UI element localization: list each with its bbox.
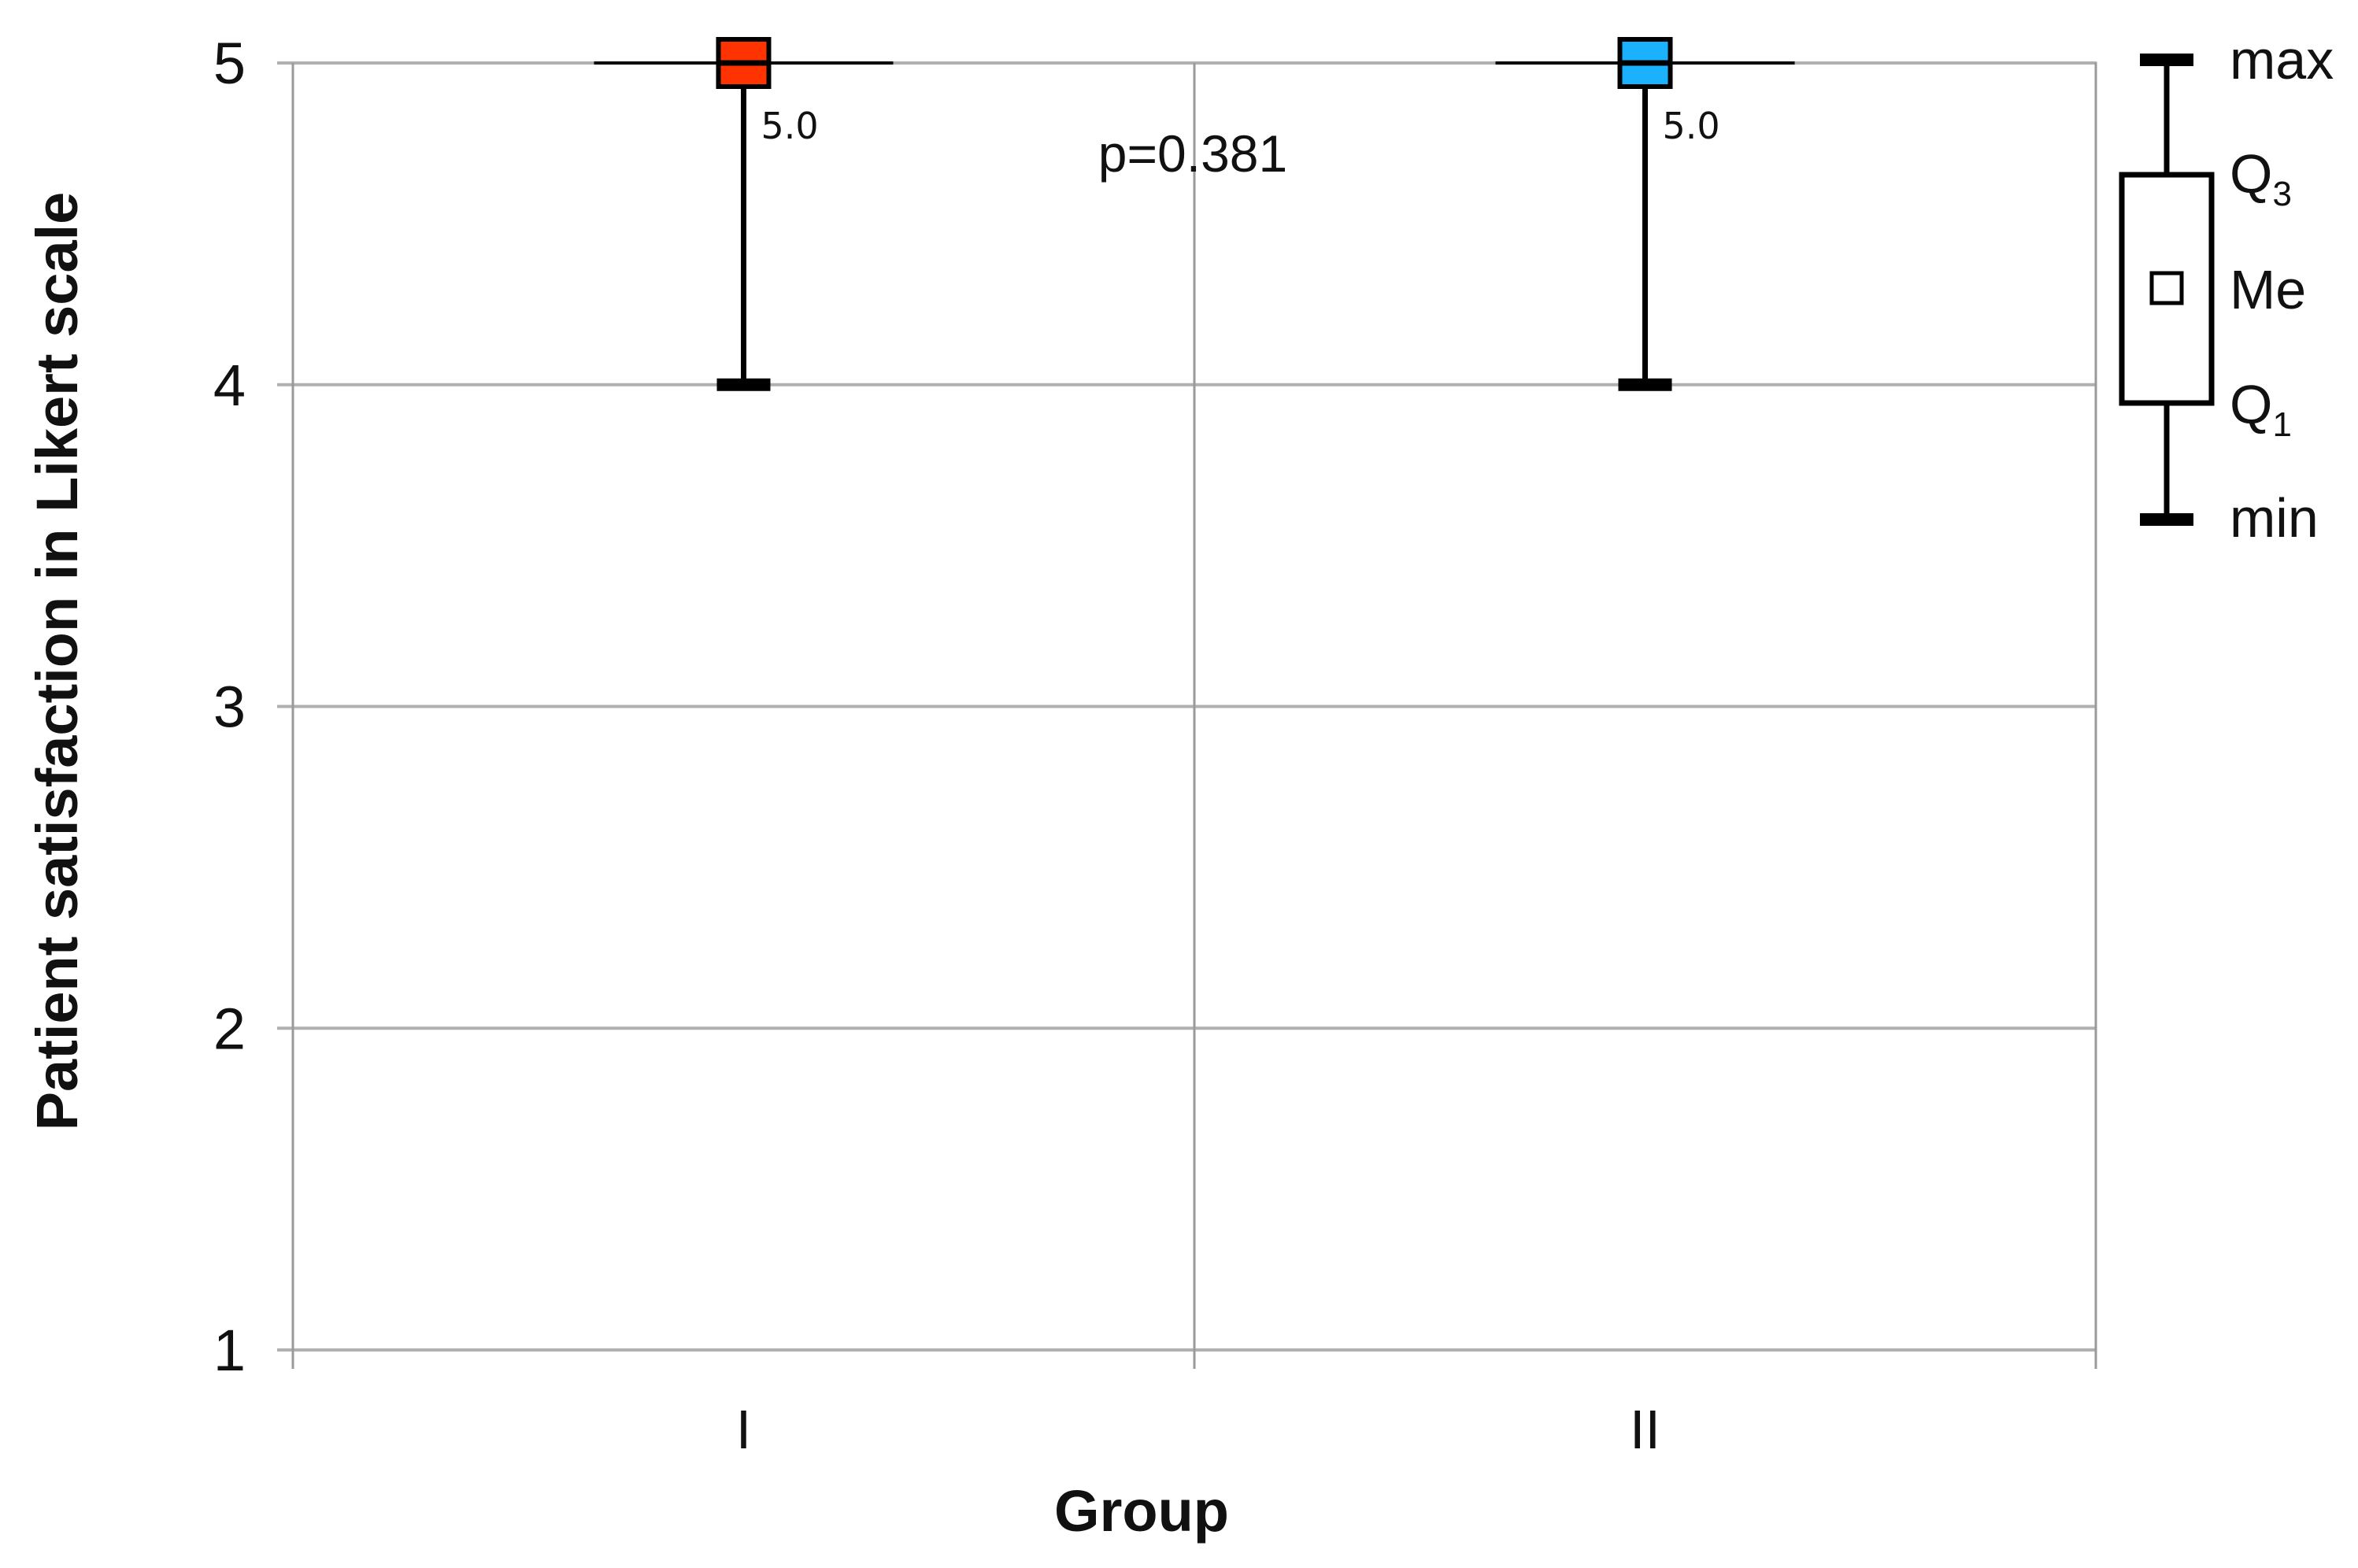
legend-q3-label: Q3: [2230, 143, 2292, 213]
median-value-label: 5.0: [1663, 105, 1720, 147]
grid-layer: [277, 61, 2097, 1369]
legend-q3-sub: 3: [2272, 175, 2291, 213]
y-axis-title: Patient satisfaction in Likert scale: [24, 192, 90, 1131]
y-tick-label: 2: [213, 996, 246, 1061]
y-tick-label: 1: [213, 1318, 246, 1383]
legend-max-label: max: [2230, 29, 2334, 91]
legend-median-marker: [2149, 271, 2184, 305]
x-axis-title: Group: [1054, 1478, 1229, 1544]
legend-median-label: Me: [2230, 259, 2306, 320]
p-value-annotation: p=0.381: [1098, 124, 1287, 183]
y-tick-label: 5: [213, 31, 246, 96]
box-layer: 5.0 5.0: [594, 37, 1795, 391]
legend: max Q3 Me Q1 min: [2119, 29, 2334, 549]
legend-q3-letter: Q: [2230, 143, 2272, 205]
legend-min-label: min: [2230, 487, 2319, 549]
legend-q1-sub: 1: [2272, 405, 2291, 444]
x-tick-label: II: [1630, 1399, 1660, 1460]
legend-q1-label: Q1: [2230, 374, 2292, 444]
x-tick-label: I: [736, 1399, 751, 1460]
y-tick-label: 4: [213, 353, 246, 418]
median-value-label: 5.0: [761, 105, 819, 147]
y-tick-label: 3: [213, 675, 246, 740]
legend-q1-letter: Q: [2230, 374, 2272, 435]
box-group-I: 5.0: [594, 37, 894, 391]
box-group-II: 5.0: [1495, 37, 1795, 391]
